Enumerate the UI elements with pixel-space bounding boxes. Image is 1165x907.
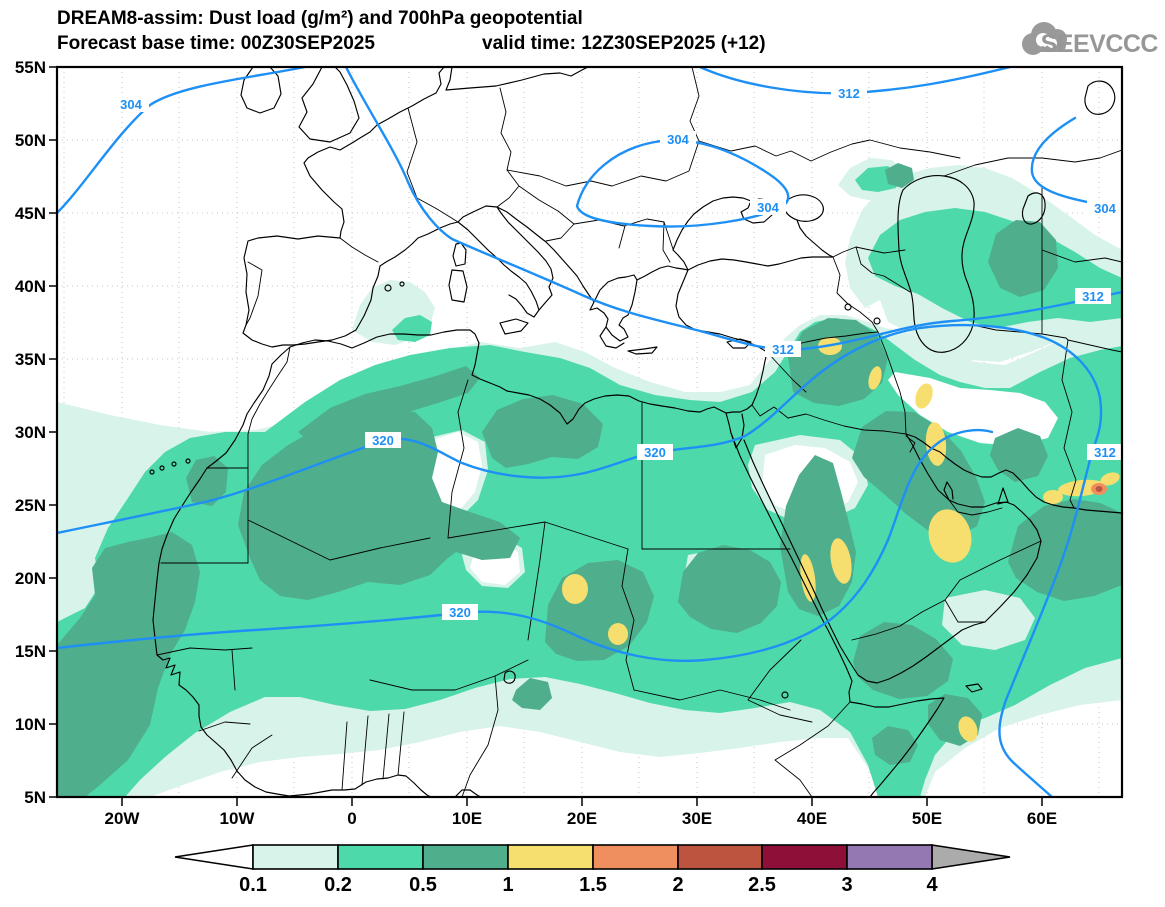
seevccc-logo: » SEEVCCC xyxy=(1022,22,1159,58)
contour-label: 320 xyxy=(442,604,478,620)
lon-tick-label: 50E xyxy=(912,809,942,828)
lon-tick-label: 10E xyxy=(452,809,482,828)
dust-fill-level-0.5 xyxy=(57,163,1122,797)
colorbar-cell xyxy=(846,844,933,870)
contour-label: 312 xyxy=(1075,288,1111,304)
contour-label: 320 xyxy=(637,444,673,460)
logo-text: SEEVCCC xyxy=(1041,30,1159,58)
lon-tick-label: 30E xyxy=(682,809,712,828)
lat-tick-label: 10N xyxy=(15,715,46,734)
colorbar-cell xyxy=(422,844,509,870)
svg-text:320: 320 xyxy=(372,433,394,448)
lon-tick-label: 0 xyxy=(347,809,356,828)
lon-tick-label: 20E xyxy=(567,809,597,828)
lat-tick-label: 35N xyxy=(15,350,46,369)
colorbar-tick-label: 0.1 xyxy=(239,874,267,896)
colorbar-cell xyxy=(507,844,594,870)
lat-tick-label: 50N xyxy=(15,131,46,150)
lat-tick-label: 5N xyxy=(24,788,46,807)
lat-tick-label: 15N xyxy=(15,642,46,661)
valid-time-label: valid time: 12Z30SEP2025 (+12) xyxy=(482,33,766,54)
svg-text:312: 312 xyxy=(1094,445,1116,460)
colorbar-cell xyxy=(337,844,424,870)
lat-tick-label: 40N xyxy=(15,277,46,296)
contour-label: 320 xyxy=(365,432,401,448)
svg-text:320: 320 xyxy=(449,605,471,620)
colorbar-tick-label: 3 xyxy=(841,874,852,896)
base-time-label: Forecast base time: 00Z30SEP2025 xyxy=(57,33,375,54)
dust-fill-level-1 xyxy=(562,337,1120,742)
colorbar-cell xyxy=(761,844,848,870)
svg-text:312: 312 xyxy=(772,342,794,357)
colorbar-tick-label: 1 xyxy=(502,874,513,896)
chart-title: DREAM8-assim: Dust load (g/m²) and 700hP… xyxy=(57,8,583,29)
svg-text:304: 304 xyxy=(120,97,142,112)
svg-text:304: 304 xyxy=(1094,201,1116,216)
contour-label: 312 xyxy=(1087,444,1122,460)
colorbar-tick-label: 1.5 xyxy=(579,874,607,896)
dust-fill-level-1.5 xyxy=(1091,483,1107,495)
svg-text:312: 312 xyxy=(838,86,860,101)
colorbar-tick-label: 4 xyxy=(926,874,938,896)
lat-tick-label: 20N xyxy=(15,569,46,588)
svg-text:320: 320 xyxy=(644,445,666,460)
svg-text:304: 304 xyxy=(667,132,689,147)
colorbar-cell xyxy=(252,844,339,870)
contour-label: 312 xyxy=(831,85,867,101)
contour-label: 304 xyxy=(1087,200,1122,216)
lon-tick-label: 10W xyxy=(220,809,256,828)
lat-tick-label: 25N xyxy=(15,496,46,515)
contour-label-group: 304 312 304 304 304 312 312 320 320 312 … xyxy=(113,85,1122,620)
contour-label: 304 xyxy=(660,131,696,147)
contour-label: 312 xyxy=(765,341,801,357)
colorbar: 0.1 0.2 0.5 1 1.5 2 2.5 3 4 xyxy=(174,844,1011,896)
lon-tick-label: 40E xyxy=(797,809,827,828)
cloud-icon: » xyxy=(1022,22,1067,55)
colorbar-tick-label: 2.5 xyxy=(748,874,776,896)
colorbar-cell xyxy=(592,844,679,870)
latitude-axis: 55N 50N 45N 40N 35N 30N 25N 20N 15N 10N … xyxy=(15,58,57,807)
colorbar-tick-label: 2 xyxy=(672,874,683,896)
lat-tick-label: 30N xyxy=(15,423,46,442)
svg-text:»: » xyxy=(1038,40,1045,55)
lat-tick-label: 55N xyxy=(15,58,46,77)
colorbar-tick-label: 0.2 xyxy=(324,874,352,896)
svg-text:312: 312 xyxy=(1082,289,1104,304)
contour-label: 304 xyxy=(750,199,786,215)
lon-tick-label: 20W xyxy=(105,809,141,828)
title-block: DREAM8-assim: Dust load (g/m²) and 700hP… xyxy=(57,8,766,54)
contour-label: 304 xyxy=(113,96,149,112)
svg-text:304: 304 xyxy=(757,200,779,215)
longitude-axis: 20W 10W 0 10E 20E 30E 40E 50E 60E xyxy=(105,797,1057,828)
colorbar-tick-label: 0.5 xyxy=(409,874,437,896)
colorbar-cell xyxy=(677,844,763,870)
lat-tick-label: 45N xyxy=(15,204,46,223)
lon-tick-label: 60E xyxy=(1027,809,1057,828)
